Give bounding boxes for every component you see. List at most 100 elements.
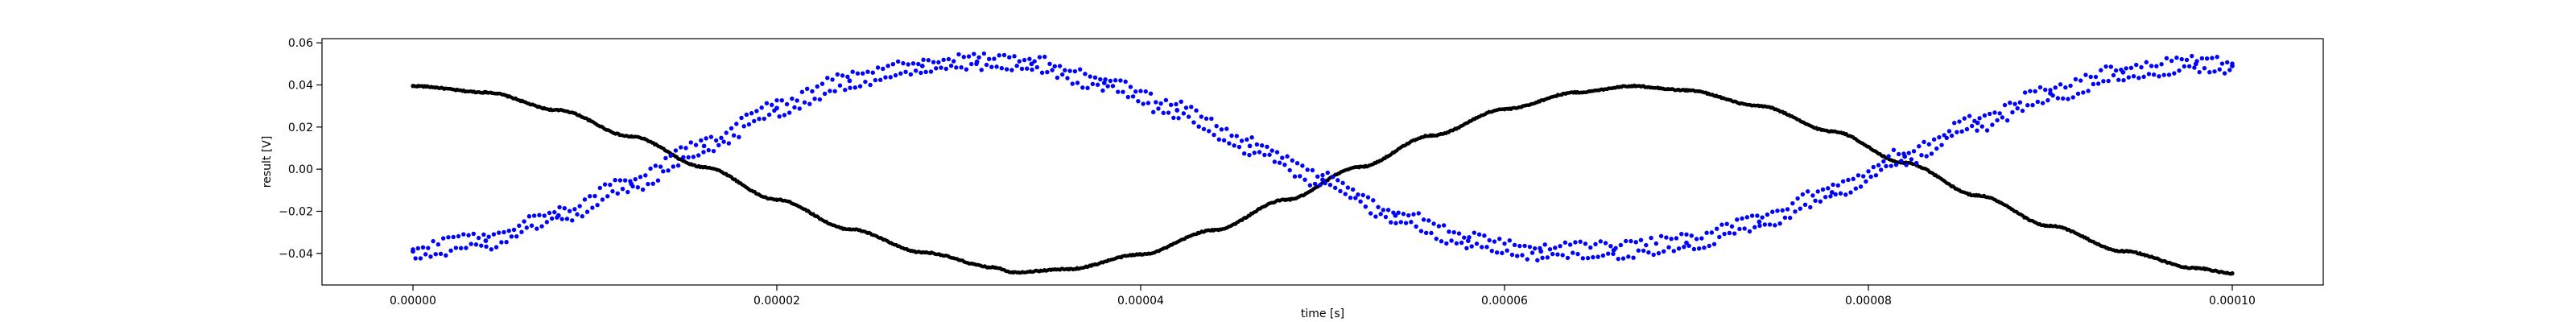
sample-point xyxy=(959,64,964,70)
sample-point xyxy=(704,136,708,141)
sample-point xyxy=(749,110,754,116)
sample-point xyxy=(431,238,436,244)
sample-point xyxy=(1323,180,1327,186)
sample-point xyxy=(734,122,739,126)
sample-point xyxy=(1555,252,1560,257)
sample-point xyxy=(1666,245,1671,250)
sample-point xyxy=(570,218,575,223)
sample-point xyxy=(2078,78,2083,83)
sample-point xyxy=(1050,68,1055,72)
sample-point xyxy=(931,60,936,64)
sample-point xyxy=(1732,231,1737,236)
sample-point xyxy=(1623,238,1629,244)
sample-point xyxy=(1502,241,1507,246)
sample-point xyxy=(764,101,770,105)
sample-point xyxy=(1904,163,1909,167)
sample-point xyxy=(1744,215,1750,220)
sample-point xyxy=(1767,222,1773,227)
sample-point xyxy=(1252,151,1257,155)
sample-point xyxy=(888,75,893,80)
sample-point xyxy=(2025,103,2030,108)
sample-point xyxy=(1138,89,1143,93)
sample-point xyxy=(1884,163,1889,169)
sample-point xyxy=(1360,192,1365,198)
sample-point xyxy=(1393,221,1398,225)
sample-point xyxy=(739,115,744,121)
sample-point xyxy=(1653,241,1659,246)
sample-point xyxy=(1373,214,1378,219)
sample-point xyxy=(648,166,653,171)
sample-point xyxy=(699,138,704,143)
sample-point xyxy=(1631,255,1636,260)
sample-point xyxy=(476,235,481,241)
sample-point xyxy=(2141,74,2146,80)
sample-point xyxy=(1436,224,1442,229)
sample-point xyxy=(572,207,577,212)
sample-point xyxy=(926,58,931,63)
sample-point xyxy=(2131,73,2136,79)
sample-point xyxy=(1578,239,1583,244)
sample-point xyxy=(2202,65,2207,71)
sample-point xyxy=(1871,164,1876,170)
sample-point xyxy=(2146,72,2152,76)
sample-point xyxy=(1401,212,1406,217)
sample-point xyxy=(1239,138,1245,143)
sample-point xyxy=(1975,128,1979,133)
sample-point xyxy=(1434,236,1439,242)
sample-point xyxy=(2172,71,2177,76)
sample-point xyxy=(2219,61,2225,66)
sample-point xyxy=(493,245,499,250)
sample-point xyxy=(843,87,848,93)
y-tick-label: −0.02 xyxy=(279,205,313,218)
sample-point xyxy=(2028,89,2033,93)
sample-point xyxy=(1613,246,1618,250)
sample-point xyxy=(1285,154,1290,159)
sample-point xyxy=(1934,146,1939,151)
sample-point xyxy=(646,181,650,187)
sample-point xyxy=(726,141,732,146)
sample-point xyxy=(1365,195,1371,200)
sample-point xyxy=(602,182,608,187)
sample-point xyxy=(1550,251,1555,257)
sample-point xyxy=(810,89,815,94)
sample-point xyxy=(1494,250,1500,255)
sample-point xyxy=(2070,95,2075,100)
sample-point xyxy=(1793,209,1798,214)
sample-point xyxy=(1876,163,1881,167)
sample-point xyxy=(729,126,734,131)
sample-point xyxy=(1480,245,1484,250)
sample-point xyxy=(757,116,762,122)
sample-point xyxy=(1171,115,1176,121)
sample-point xyxy=(567,208,572,213)
sample-point xyxy=(1307,183,1313,188)
sample-point xyxy=(868,82,873,88)
sample-point xyxy=(2230,270,2235,275)
sample-point xyxy=(1254,142,1260,147)
sample-point xyxy=(746,122,752,127)
sample-point xyxy=(1972,118,1977,123)
sample-point xyxy=(2050,93,2055,98)
sample-point xyxy=(673,148,679,153)
sample-point xyxy=(1517,243,1522,249)
sample-point xyxy=(1810,193,1815,198)
sample-point xyxy=(1092,75,1098,80)
sample-point xyxy=(898,71,903,76)
sample-point xyxy=(837,83,843,88)
sample-point xyxy=(1992,110,1997,115)
sample-point xyxy=(1444,241,1449,246)
sample-point xyxy=(1113,78,1118,83)
sample-point xyxy=(590,205,595,210)
sample-point xyxy=(1343,192,1348,196)
series-1 xyxy=(411,51,2235,262)
sample-point xyxy=(1128,85,1133,89)
sample-point xyxy=(600,197,605,202)
sample-point xyxy=(1398,220,1404,225)
sample-point xyxy=(1272,159,1278,164)
sample-point xyxy=(1747,229,1752,234)
sample-point xyxy=(1456,231,1462,236)
sample-point xyxy=(901,60,906,66)
sample-point xyxy=(1353,196,1358,200)
sample-point xyxy=(1514,254,1520,258)
sample-point xyxy=(974,61,979,67)
sample-point xyxy=(1325,170,1330,175)
